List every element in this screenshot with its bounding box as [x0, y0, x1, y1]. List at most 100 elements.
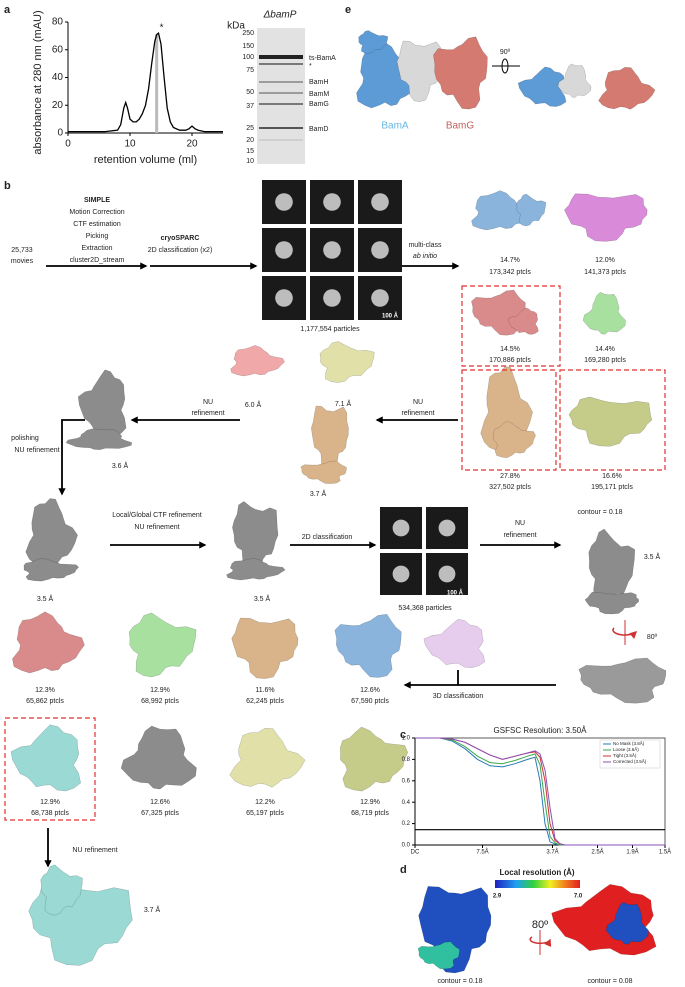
density-map [557, 63, 592, 98]
x-tick-label: 2.5Å [591, 849, 603, 856]
density-map [423, 618, 486, 668]
density-map [226, 557, 286, 581]
colorbar-max: 7.0 [574, 894, 583, 900]
density-map [417, 941, 460, 970]
marker-label: 25 [246, 125, 254, 132]
step: NU [413, 399, 423, 406]
x-tick-label: 0 [65, 139, 71, 150]
selection-box [4, 717, 96, 821]
density-map [311, 405, 349, 472]
particle [392, 565, 410, 583]
panel-label: c [400, 729, 406, 741]
rotation-label: 80º [647, 634, 658, 641]
band-label: * [309, 63, 312, 70]
particle [275, 289, 293, 307]
count: 25,733 [11, 247, 33, 254]
y-tick-label: 0.6 [402, 778, 411, 784]
class-count: 170,886 ptcls [489, 357, 531, 364]
class-count: 195,171 ptcls [591, 484, 633, 491]
density-map [564, 193, 648, 242]
rotation-arrow [501, 58, 509, 74]
band-label: BamM [309, 91, 329, 98]
selection-box [559, 369, 666, 471]
density-map [231, 617, 299, 679]
resolution: 3.7 Å [144, 905, 161, 914]
series-line [68, 31, 223, 133]
step: Motion Correction [69, 209, 124, 216]
marker-label: 100 [242, 54, 254, 61]
rotation-label: 90º [500, 49, 511, 56]
x-tick-label: 10 [124, 139, 136, 150]
marker-label: 15 [246, 148, 254, 155]
marker-label: 250 [242, 30, 254, 37]
y-tick-label: 60 [52, 44, 64, 55]
class-percent: 12.0% [595, 257, 615, 264]
class-percent: 14.4% [595, 346, 615, 353]
panel-label: a [4, 4, 11, 16]
x-tick-label: 20 [186, 139, 198, 150]
gel-bands [259, 55, 303, 141]
arrow [58, 419, 85, 496]
density-map [356, 42, 420, 109]
structure-label: BamG [446, 121, 475, 132]
step: refinement [401, 410, 434, 417]
density-map [232, 501, 279, 574]
step: polishing [11, 435, 39, 442]
panel-label: d [400, 864, 407, 876]
y-axis-label: absorbance at 280 nm (mAU) [32, 10, 44, 154]
density-map [568, 396, 653, 447]
x-tick-label: DC [411, 850, 420, 856]
gel-unit: kDa [227, 21, 245, 32]
step: Picking [86, 233, 109, 240]
particle [392, 519, 410, 537]
selection-box [461, 369, 557, 471]
density-map [230, 345, 285, 377]
step: NU [203, 399, 213, 406]
class-percent: 11.6% [255, 687, 274, 694]
particle [438, 565, 456, 583]
density-map [598, 66, 656, 110]
step: NU refinement [134, 524, 179, 531]
class-count: 68,719 ptcls [351, 810, 389, 817]
contour: contour = 0.18 [578, 509, 623, 516]
marker-label: 37 [246, 103, 254, 110]
y-tick-label: 1.0 [402, 736, 411, 742]
band-label: ts-BamA [309, 55, 336, 62]
selection-box [461, 285, 561, 367]
step-title: SIMPLE [84, 197, 110, 204]
particle [438, 519, 456, 537]
artwork [10, 30, 667, 974]
density-map [418, 886, 492, 974]
density-map [493, 420, 536, 459]
density-map [507, 307, 539, 335]
marker-label: 150 [242, 43, 254, 50]
legend-label: No Mask (3.8Å) [613, 740, 645, 746]
resolution: 7.1 Å [335, 399, 352, 408]
marker-label: 10 [246, 158, 254, 165]
density-map [584, 592, 640, 615]
density-map [334, 613, 402, 678]
density-map [516, 193, 547, 227]
step: 3D classification [433, 693, 484, 700]
y-tick-label: 0.0 [402, 843, 411, 849]
legend-box [599, 739, 661, 769]
step: NU refinement [72, 847, 117, 854]
particle [371, 289, 389, 307]
band-label: BamD [309, 126, 328, 133]
scale-bar: 100 Å [447, 590, 464, 597]
class-percent: 12.6% [360, 687, 380, 694]
density-map [471, 190, 535, 231]
colorbar-min: 2.9 [493, 894, 502, 900]
class-count: 169,280 ptcls [584, 357, 626, 364]
class-count: 62,245 ptcls [246, 698, 284, 705]
particle [323, 289, 341, 307]
panel-label: e [345, 4, 351, 16]
gel [257, 28, 305, 164]
y-tick-label: 0.8 [402, 757, 411, 763]
y-tick-label: 20 [52, 100, 64, 111]
class-count: 67,590 ptcls [351, 698, 389, 705]
density-map [10, 724, 81, 792]
step: 2D classification [302, 534, 353, 541]
class-count: 327,502 ptcls [489, 484, 531, 491]
